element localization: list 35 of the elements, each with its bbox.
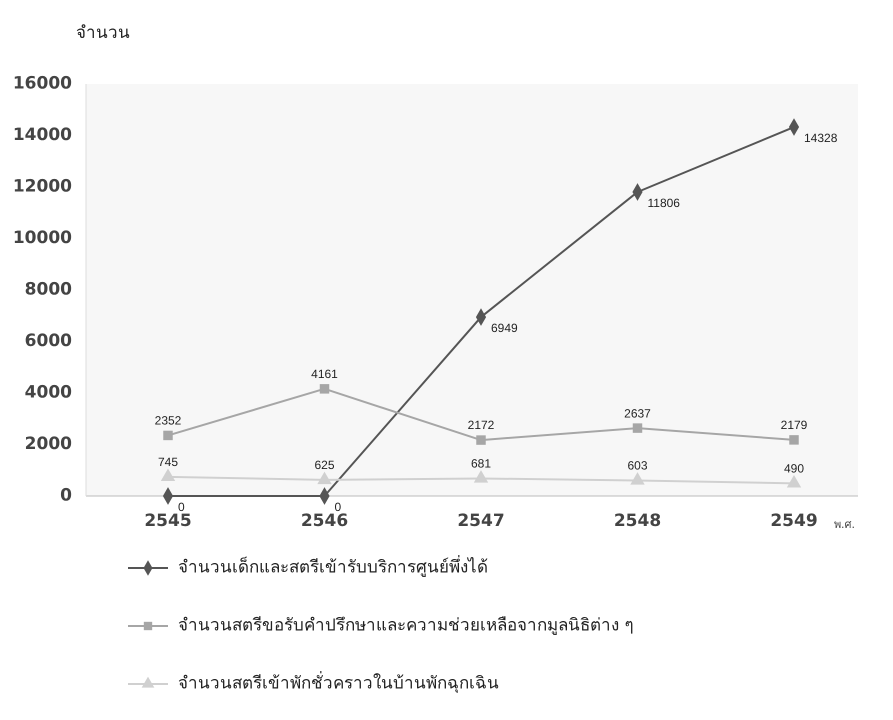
- data-label: 603: [627, 458, 648, 473]
- point: [632, 423, 642, 433]
- data-label: 11806: [648, 196, 680, 210]
- data-label: 745: [158, 454, 178, 469]
- y-tick-label: 16000: [12, 74, 72, 94]
- legend-label: จำนวนสตรีขอรับคำปรึกษาและความช่วยเหลือจากมูลนิธิต่าง ๆ: [178, 616, 634, 636]
- legend-label: จำนวนสตรีเข้าพักชั่วคราวในบ้านพักฉุกเฉิน: [178, 670, 499, 694]
- x-tick-label: 2547: [457, 511, 505, 531]
- x-tick-label: 2549: [770, 511, 818, 531]
- data-label: 2352: [154, 414, 182, 428]
- y-tick-label: 4000: [24, 382, 72, 403]
- y-tick-label: 2000: [24, 434, 72, 454]
- data-label: 2172: [468, 418, 495, 432]
- data-label: 2637: [624, 406, 652, 420]
- legend-label: จำนวนเด็กและสตรีเข้ารับบริการศูนย์พึ่งได้: [178, 554, 488, 578]
- data-label: 2179: [780, 418, 808, 432]
- y-tick-label: 10000: [12, 228, 72, 248]
- data-label: 4161: [311, 367, 338, 382]
- data-label: 625: [314, 458, 335, 472]
- data-label: 14328: [804, 131, 838, 146]
- point: [476, 435, 486, 445]
- x-tick-label: 2548: [614, 511, 662, 531]
- point: [163, 430, 173, 440]
- point: [320, 384, 330, 394]
- data-label: 6949: [491, 321, 518, 336]
- x-axis-title: พ.ศ.: [834, 518, 855, 531]
- y-tick-label: 12000: [12, 176, 72, 197]
- y-axis-title: จำนวน: [76, 23, 130, 42]
- data-label: 490: [784, 462, 804, 476]
- y-tick-label: 6000: [24, 331, 72, 352]
- y-tick-label: 0: [60, 486, 72, 506]
- y-tick-label: 14000: [12, 125, 72, 146]
- y-tick-label: 8000: [24, 280, 72, 300]
- point: [789, 435, 799, 445]
- data-label: 681: [470, 456, 492, 471]
